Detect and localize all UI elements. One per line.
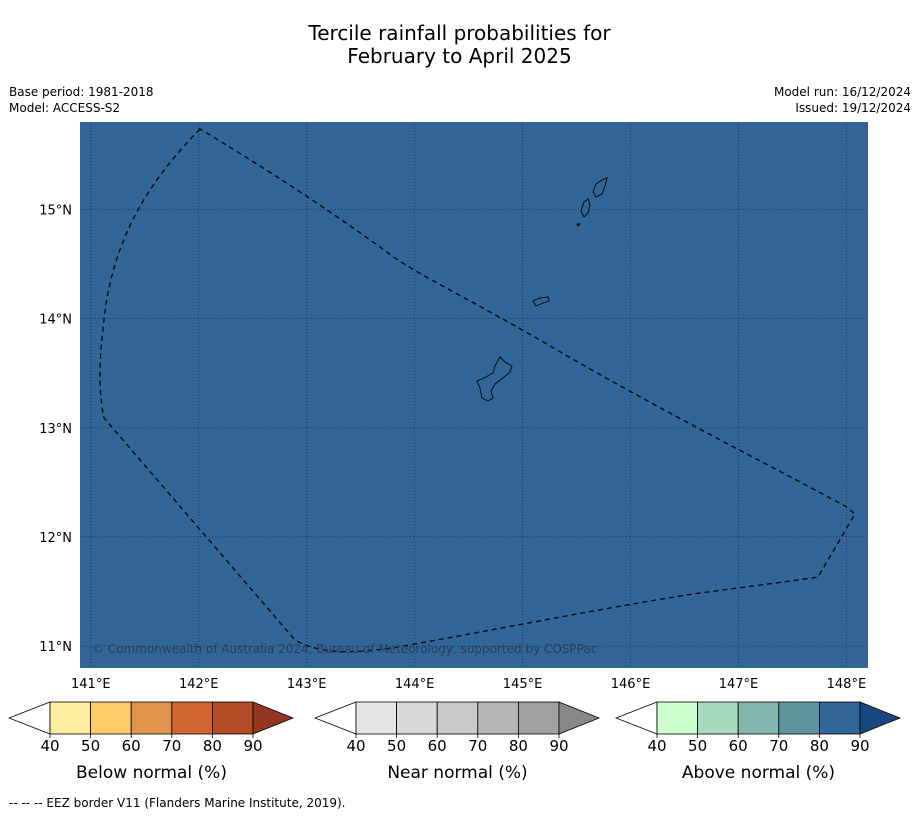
colorbar-title: Below normal (%) [76,763,227,783]
colorbar-segment [49,701,91,735]
map-area [80,122,868,668]
base-period: Base period: 1981-2018 [9,85,154,99]
colorbar-tick-label: 40 [40,737,59,755]
lon-tick-label: 147°E [719,677,759,692]
island-tinian [580,198,591,218]
meta-right: Model run: 16/12/2024 Issued: 19/12/2024 [774,84,911,116]
colorbar-tick-label: 50 [81,737,100,755]
colorbar-above-normal: 40 50 60 70 80 90 Above normal (%) [615,701,902,783]
colorbar-segment [818,701,861,735]
colorbar-near-normal: 40 50 60 70 80 90 Near normal (%) [314,701,601,783]
colorbar-segment [211,701,254,735]
colorbar-segment [737,701,780,735]
gridlines [80,122,868,668]
lat-tick-label: 15°N [39,203,72,218]
colorbar-tick-label: 60 [122,737,141,755]
colorbar-tick-label: 80 [810,737,829,755]
colorbar-segment [517,701,560,735]
colorbar-segment [396,701,438,735]
lon-tick-label: 144°E [395,677,435,692]
colorbar-extend-low [8,701,51,735]
colorbar-title: Above normal (%) [682,763,835,783]
islands [476,177,608,402]
colorbar-segment [697,701,739,735]
island-saipan [592,177,608,198]
issued-date: Issued: 19/12/2024 [795,101,911,115]
colorbar-tick-label: 90 [850,737,869,755]
island-guam [476,356,513,402]
colorbar-title: Near normal (%) [387,763,527,783]
colorbar-extend-high [252,701,295,735]
colorbar-below-normal: 40 50 60 70 80 90 Below normal (%) [8,701,295,783]
colorbar-segment [90,701,132,735]
colorbar-segment [436,701,479,735]
colorbar-tick-label: 40 [647,737,666,755]
colorbar-tick-label: 60 [428,737,447,755]
colorbar-segment [171,701,213,735]
colorbar-tick-label: 50 [688,737,707,755]
lat-tick-label: 11°N [39,640,72,655]
colorbar-extend-low [314,701,357,735]
title-line-2: February to April 2025 [347,44,572,68]
eez-legend-note: -- -- -- EEZ border V11 (Flanders Marine… [9,796,346,810]
colorbar-segment [778,701,820,735]
colorbar-tick-label: 80 [509,737,528,755]
model-run: Model run: 16/12/2024 [773,85,911,99]
lon-tick-label: 148°E [827,677,867,692]
colorbar-tick-label: 90 [549,737,568,755]
colorbar-tick-label: 70 [162,737,181,755]
colorbar-segment [355,701,397,735]
colorbar-tick-label: 70 [468,737,487,755]
colorbar-tick-label: 70 [769,737,788,755]
lat-tick-label: 14°N [39,313,72,328]
colorbar-tick-label: 80 [203,737,222,755]
colorbar-tick-label: 50 [387,737,406,755]
lat-tick-label: 13°N [39,422,72,437]
meta-left: Base period: 1981-2018 Model: ACCESS-S2 [9,84,154,116]
eez-border [99,128,856,653]
lon-tick-label: 142°E [179,677,219,692]
colorbar-extend-high [558,701,601,735]
colorbar-extend-high [859,701,902,735]
island-aguijan [576,223,582,227]
lon-tick-label: 145°E [503,677,543,692]
island-rota [532,296,550,307]
title-line-1: Tercile rainfall probabilities for [308,21,611,45]
colorbar-tick-label: 90 [243,737,262,755]
colorbar-tick-label: 40 [346,737,365,755]
lon-tick-label: 143°E [287,677,327,692]
lat-tick-label: 12°N [39,531,72,546]
colorbar-extend-low [615,701,658,735]
lon-tick-label: 146°E [611,677,651,692]
model-name: Model: ACCESS-S2 [9,101,121,115]
colorbar-segment [130,701,173,735]
lon-tick-label: 141°E [71,677,111,692]
axis-labels: 141°E 142°E 143°E 144°E 145°E 146°E 147°E 148°E… [39,203,866,692]
colorbar-segment [656,701,698,735]
map-title: Tercile rainfall probabilities for Febru… [0,22,919,68]
colorbar-tick-label: 60 [729,737,748,755]
copyright-notice: © Commonwealth of Australia 2024, Bureau… [92,642,597,656]
colorbar-segment [477,701,519,735]
